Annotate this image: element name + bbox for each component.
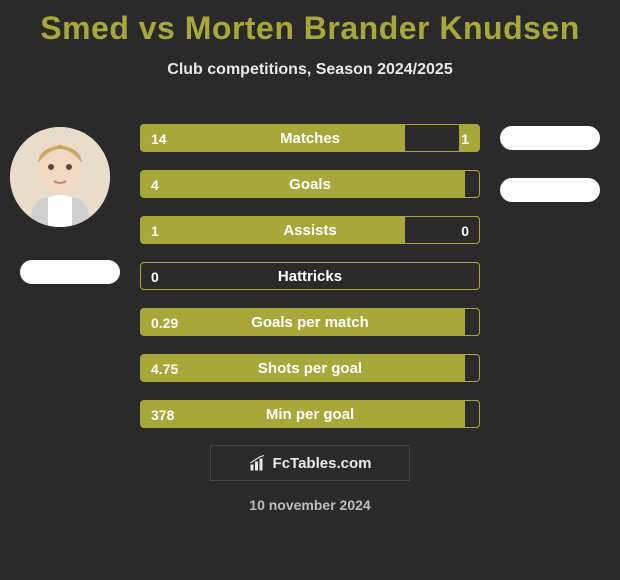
player-right-name-pill-1 bbox=[500, 126, 600, 150]
bar-label: Min per goal bbox=[141, 401, 479, 427]
player-left-name-pill bbox=[20, 260, 120, 284]
avatar-placeholder-icon bbox=[10, 127, 110, 227]
bar-row: 1Assists0 bbox=[140, 216, 480, 244]
bar-label: Assists bbox=[141, 217, 479, 243]
brand-box[interactable]: FcTables.com bbox=[210, 445, 410, 481]
page-title: Smed vs Morten Brander Knudsen bbox=[0, 0, 620, 47]
comparison-bars: 14Matches14Goals1Assists00Hattricks0.29G… bbox=[140, 124, 480, 446]
bar-row: 14Matches1 bbox=[140, 124, 480, 152]
player-left-photo bbox=[10, 127, 110, 227]
bar-row: 0Hattricks bbox=[140, 262, 480, 290]
subtitle: Club competitions, Season 2024/2025 bbox=[0, 61, 620, 79]
bar-row: 4.75Shots per goal bbox=[140, 354, 480, 382]
bar-row: 378Min per goal bbox=[140, 400, 480, 428]
bar-label: Shots per goal bbox=[141, 355, 479, 381]
bar-chart-icon bbox=[249, 454, 267, 472]
bar-label: Goals bbox=[141, 171, 479, 197]
bar-value-right: 0 bbox=[461, 217, 469, 244]
bar-label: Hattricks bbox=[141, 263, 479, 289]
bar-label: Goals per match bbox=[141, 309, 479, 335]
brand-text: FcTables.com bbox=[273, 455, 372, 472]
date-text: 10 november 2024 bbox=[0, 497, 620, 513]
bar-row: 0.29Goals per match bbox=[140, 308, 480, 336]
bar-label: Matches bbox=[141, 125, 479, 151]
player-right-name-pill-2 bbox=[500, 178, 600, 202]
bar-value-right: 1 bbox=[461, 125, 469, 152]
bar-row: 4Goals bbox=[140, 170, 480, 198]
